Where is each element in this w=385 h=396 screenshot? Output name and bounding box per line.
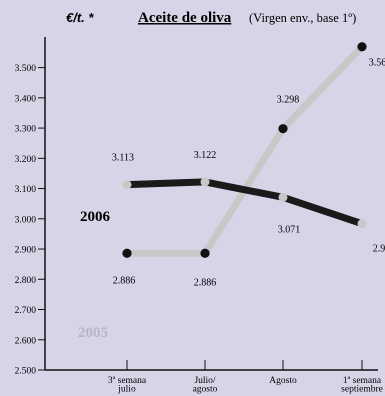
data-label-2005: 3.569 [369, 58, 385, 69]
data-point-2005 [357, 42, 367, 52]
x-tick-label: Agosto [269, 376, 297, 386]
data-point-2006 [200, 177, 210, 187]
y-tick-label: 2.600 [15, 336, 37, 346]
y-tick-label: 3.100 [15, 185, 37, 195]
data-point-2006 [357, 219, 367, 229]
y-tick-label: 3.200 [15, 155, 37, 165]
data-label-2005: 2.886 [113, 275, 136, 286]
y-ticks: 2.500 2.600 2.700 2.800 2.900 3.000 3.100 3.200… [15, 64, 45, 377]
y-tick-label: 2.800 [15, 276, 37, 286]
data-point-2006 [278, 192, 288, 202]
data-point-2005 [200, 248, 210, 258]
series-points [122, 42, 367, 258]
series-line-2005 [123, 43, 366, 257]
series-label-2006: 2006 [80, 209, 111, 225]
x-tick-label: agosto [193, 385, 218, 395]
series-label-2005: 2005 [78, 325, 108, 341]
y-tick-label: 3.000 [15, 215, 37, 225]
data-point-2005 [122, 248, 132, 258]
x-tick-label: julio [117, 385, 136, 395]
data-label-2005: 3.298 [277, 95, 300, 106]
data-labels: 2.886 2.886 3.298 3.569 3.113 3.122 3.071 2.984 [112, 58, 385, 289]
y-tick-label: 2.500 [15, 367, 37, 377]
data-point-2006 [122, 180, 132, 190]
data-label-2006: 3.122 [194, 150, 217, 161]
x-tick-label: 3ª semana [108, 376, 147, 386]
chart-title: Aceite de oliva [138, 10, 232, 26]
chart-subtitle: (Virgen env., base 1º) [249, 11, 356, 25]
y-tick-label: 3.400 [15, 94, 37, 104]
data-label-2005: 2.886 [194, 277, 217, 288]
data-point-2005 [278, 124, 288, 134]
y-unit-label: €/t. * [66, 10, 94, 25]
y-tick-label: 2.900 [15, 246, 37, 256]
series-line-2006 [123, 178, 366, 228]
data-label-2006: 3.071 [278, 224, 301, 235]
x-tick-label: 1ª semana [343, 376, 382, 386]
y-tick-label: 2.700 [15, 306, 37, 316]
series-lines [123, 43, 366, 257]
y-tick-label: 3.300 [15, 125, 37, 135]
x-tick-label: septiembre [341, 385, 383, 395]
data-label-2006: 3.113 [112, 153, 134, 164]
x-tick-label: Julio/ [194, 376, 215, 386]
data-label-2006: 2.984 [373, 244, 385, 255]
y-tick-label: 3.500 [15, 64, 37, 74]
